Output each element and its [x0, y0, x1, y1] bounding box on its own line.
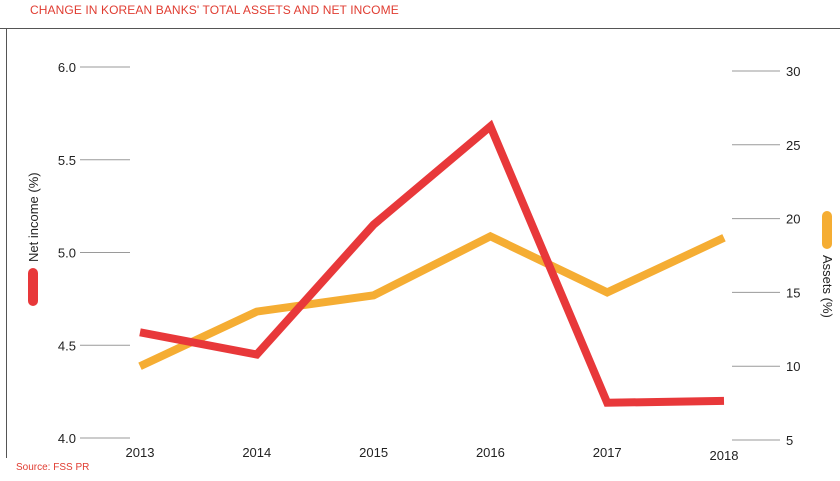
right-tick-label: 25 [786, 138, 800, 153]
x-tick-label: 2016 [476, 445, 505, 460]
net-income-axis-title: Net income (%) [26, 172, 41, 306]
source-note: Source: FSS PR [16, 462, 90, 473]
series-lines [138, 119, 726, 407]
right-tick-label: 5 [786, 433, 793, 448]
right-axis-ticks: 5 10 15 20 25 30 [732, 64, 800, 448]
x-tick-label: 2017 [593, 445, 622, 460]
right-tick-label: 30 [786, 64, 800, 79]
top-divider [0, 28, 840, 29]
right-tick-label: 10 [786, 359, 800, 374]
left-axis-title: Net income (%) [26, 172, 41, 262]
assets-legend-swatch [822, 211, 832, 249]
right-tick-label: 20 [786, 212, 800, 227]
assets-axis-title: Assets (%) [820, 211, 835, 318]
left-tick-label: 4.0 [58, 431, 76, 446]
net-income-legend-swatch [28, 268, 38, 306]
left-tick-label: 6.0 [58, 60, 76, 75]
x-tick-label: 2014 [242, 445, 271, 460]
left-divider [6, 28, 7, 458]
left-tick-label: 4.5 [58, 338, 76, 353]
left-axis-ticks: 4.0 4.5 5.0 5.5 6.0 [58, 60, 130, 446]
x-axis-labels: 2013 2014 2015 2016 2017 2018 [126, 445, 739, 463]
left-tick-label: 5.5 [58, 153, 76, 168]
right-axis-title: Assets (%) [820, 255, 835, 318]
x-tick-label: 2015 [359, 445, 388, 460]
assets-line [138, 231, 726, 370]
x-tick-label: 2013 [126, 445, 155, 460]
left-tick-label: 5.0 [58, 246, 76, 261]
chart-title: CHANGE IN KOREAN BANKS' TOTAL ASSETS AND… [30, 3, 399, 17]
net-income-line [139, 119, 725, 407]
right-tick-label: 15 [786, 285, 800, 300]
x-tick-label: 2018 [710, 448, 739, 463]
